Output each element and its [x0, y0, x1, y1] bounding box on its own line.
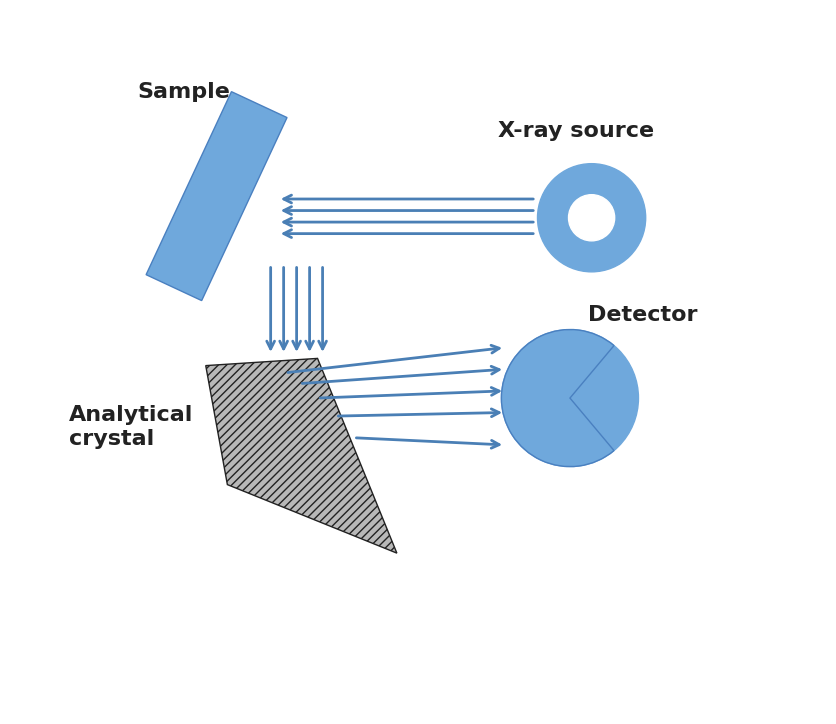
Circle shape — [568, 195, 614, 241]
Text: Analytical
crystal: Analytical crystal — [69, 405, 193, 448]
Text: X-ray source: X-ray source — [497, 121, 653, 141]
Circle shape — [501, 329, 638, 466]
Text: Sample: Sample — [137, 82, 230, 101]
Wedge shape — [501, 329, 614, 466]
Polygon shape — [206, 358, 396, 553]
Polygon shape — [146, 92, 287, 300]
Text: Detector: Detector — [587, 305, 696, 325]
Circle shape — [537, 164, 645, 272]
